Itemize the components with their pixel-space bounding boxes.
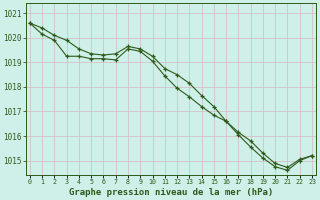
X-axis label: Graphe pression niveau de la mer (hPa): Graphe pression niveau de la mer (hPa) <box>69 188 273 197</box>
